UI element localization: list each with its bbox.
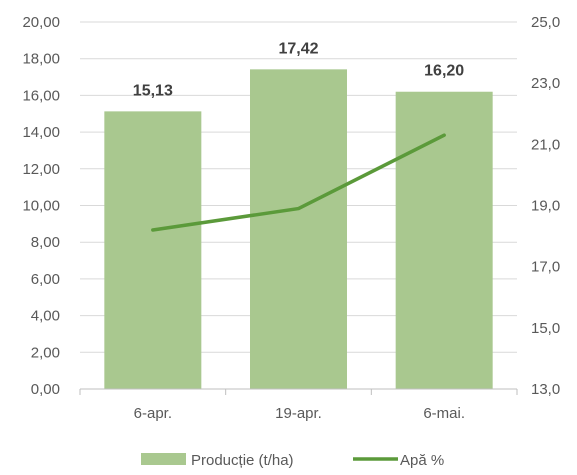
bar xyxy=(395,91,493,389)
x-tick-label: 19-apr. xyxy=(275,405,322,422)
bar xyxy=(104,111,202,389)
legend-label-bar: Producție (t/ha) xyxy=(191,452,294,469)
y-right-tick-label: 23,0 xyxy=(531,75,560,92)
x-tick-label: 6-apr. xyxy=(134,405,172,422)
y-right-tick-label: 19,0 xyxy=(531,198,560,215)
bar xyxy=(250,69,347,389)
legend: Producție (t/ha) Apă % xyxy=(141,452,444,469)
x-axis: 6-apr. 19-apr. 6-mai. xyxy=(134,405,465,422)
y-left-tick-label: 14,00 xyxy=(22,124,60,141)
y-left-tick-label: 20,00 xyxy=(22,14,60,31)
data-label: 15,13 xyxy=(133,82,173,99)
y-right-tick-label: 21,0 xyxy=(531,136,560,153)
y-axis-right: 13,0 15,0 17,0 19,0 21,0 23,0 25,0 xyxy=(531,14,560,398)
y-left-tick-label: 2,00 xyxy=(31,344,60,361)
line-series xyxy=(151,133,446,232)
y-left-tick-label: 18,00 xyxy=(22,51,60,68)
legend-swatch-bar xyxy=(141,453,186,465)
y-axis-left: 0,00 2,00 4,00 6,00 8,00 10,00 12,00 14,00 16,00… xyxy=(22,14,60,398)
y-left-tick-label: 4,00 xyxy=(31,308,60,325)
data-label: 17,42 xyxy=(278,40,318,57)
y-left-tick-label: 0,00 xyxy=(31,381,60,398)
y-left-tick-label: 10,00 xyxy=(22,198,60,215)
y-left-tick-label: 6,00 xyxy=(31,271,60,288)
axes xyxy=(79,388,518,395)
y-left-tick-label: 8,00 xyxy=(31,234,60,251)
y-right-tick-label: 17,0 xyxy=(531,259,560,276)
bar-series xyxy=(104,69,493,389)
y-right-tick-label: 25,0 xyxy=(531,14,560,31)
y-right-tick-label: 15,0 xyxy=(531,320,560,337)
x-tick-label: 6-mai. xyxy=(423,405,465,422)
data-labels: 15,13 17,42 16,20 xyxy=(133,40,464,99)
y-right-tick-label: 13,0 xyxy=(531,381,560,398)
y-left-tick-label: 12,00 xyxy=(22,161,60,178)
y-left-tick-label: 16,00 xyxy=(22,87,60,104)
legend-label-line: Apă % xyxy=(400,452,444,469)
data-label: 16,20 xyxy=(424,63,464,80)
